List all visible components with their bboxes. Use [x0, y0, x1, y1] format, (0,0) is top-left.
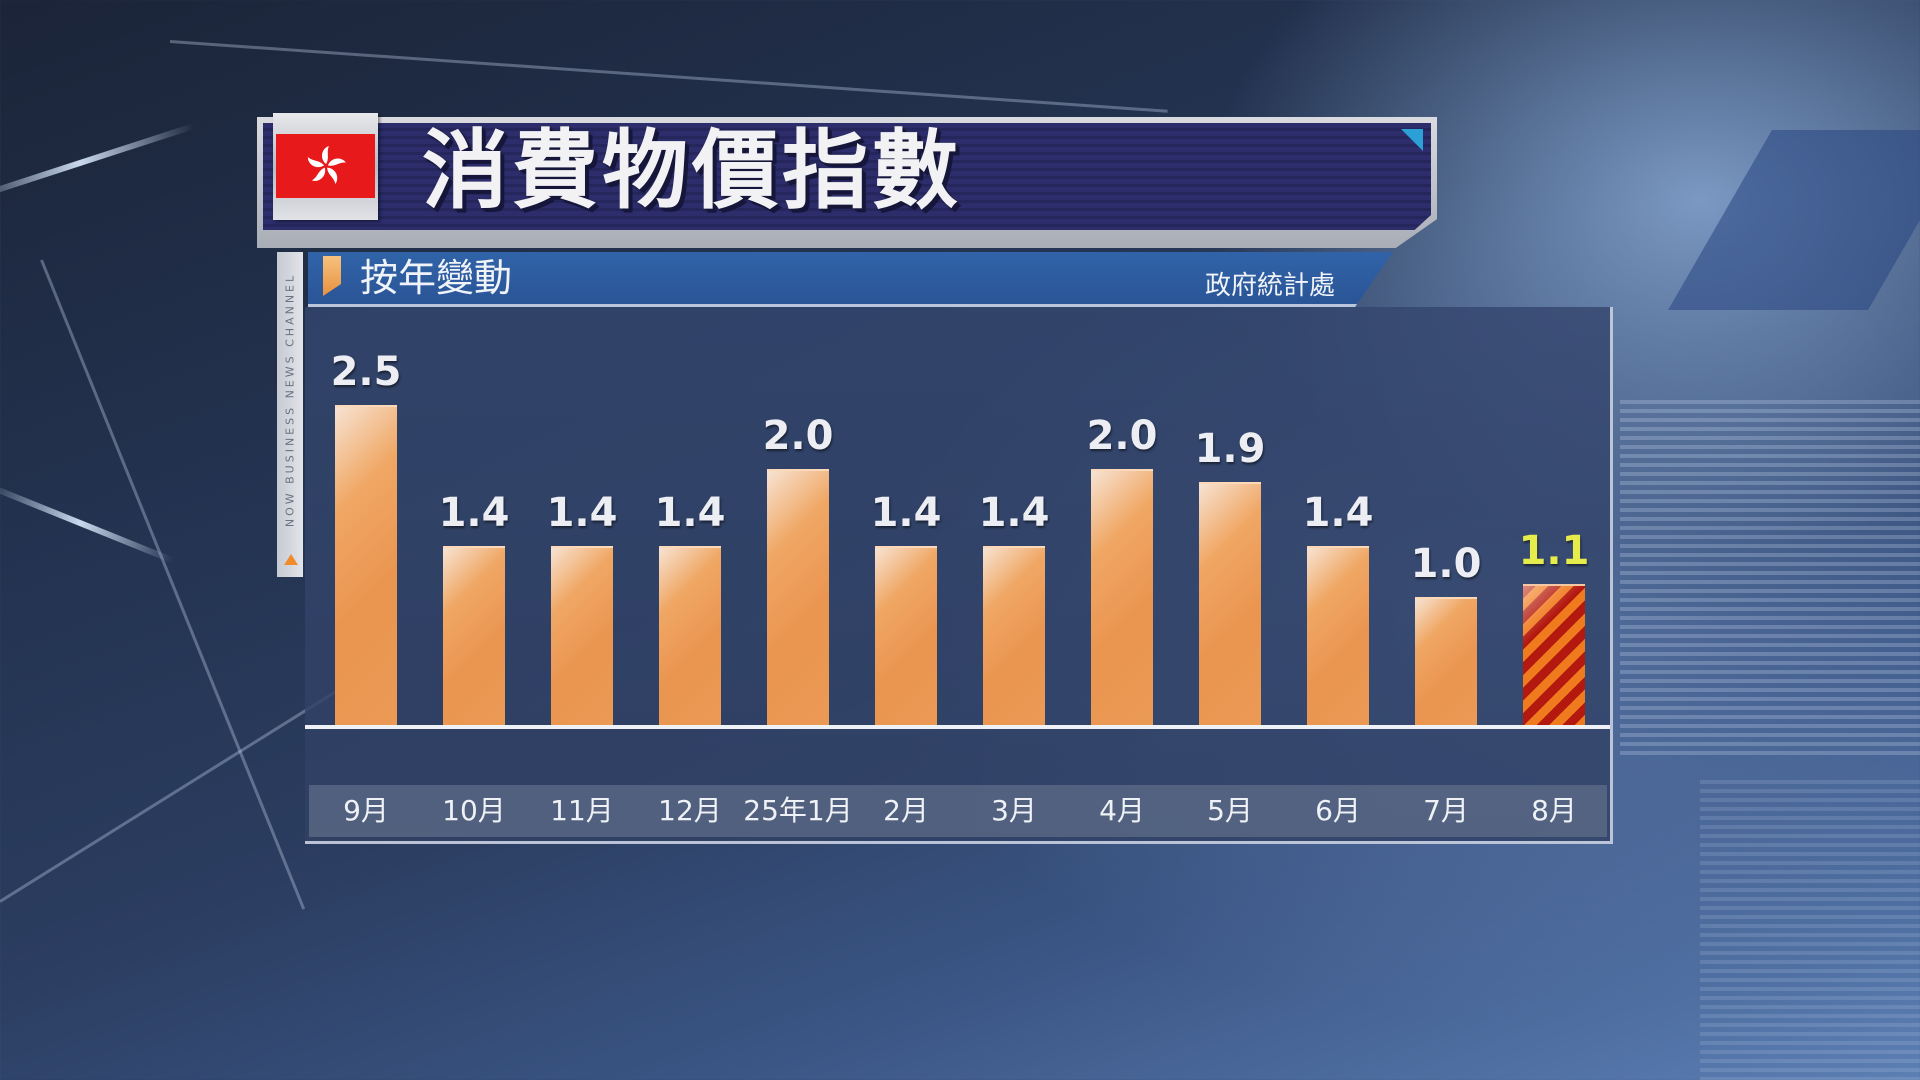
bar-value-label: 2.0: [762, 413, 834, 459]
x-axis-label: 2月: [883, 794, 929, 827]
bar-value-label: 1.4: [654, 490, 726, 536]
bar-value-label: 1.1: [1518, 528, 1590, 574]
x-axis-label: 8月: [1531, 794, 1577, 827]
bar-10月: [443, 546, 505, 727]
bar-value-label: 2.0: [1086, 413, 1158, 459]
bar-value-label: 1.0: [1410, 541, 1482, 587]
subtitle: 按年變動: [360, 256, 513, 300]
bauhinia-icon: [307, 146, 346, 184]
x-axis-label: 3月: [991, 794, 1037, 827]
bar-2月: [875, 546, 937, 727]
title-background: [263, 123, 1431, 230]
hong-kong-flag-icon: [276, 134, 375, 198]
bar-6月: [1307, 546, 1369, 727]
light-streak: [0, 482, 174, 564]
x-axis-label: 12月: [658, 794, 722, 827]
x-axis-label: 4月: [1099, 794, 1145, 827]
bar-4月: [1091, 469, 1153, 727]
data-source: 政府統計處: [1204, 271, 1335, 301]
bar-value-label: 1.4: [870, 490, 942, 536]
bar-12月: [659, 546, 721, 727]
x-axis-label: 11月: [550, 794, 614, 827]
bar-25年1月: [767, 469, 829, 727]
bar-value-label: 2.5: [330, 349, 402, 395]
bar-value-label: 1.4: [438, 490, 510, 536]
light-streak: [0, 123, 196, 203]
glass-line: [40, 259, 306, 910]
glass-line: [0, 677, 357, 903]
corner-triangle-icon: [1401, 129, 1423, 151]
x-axis-label: 6月: [1315, 794, 1361, 827]
bar-value-label: 1.4: [1302, 490, 1374, 536]
bar-3月: [983, 546, 1045, 727]
screen-panel: [1668, 130, 1920, 310]
page-title: 消費物價指數: [422, 121, 962, 221]
bar-9月: [335, 405, 397, 727]
subtitle-bar: 按年變動 政府統計處: [308, 252, 1393, 307]
channel-strip: NOW BUSINESS NEWS CHANNEL: [277, 252, 303, 577]
accent-marker-icon: [323, 256, 341, 296]
bar-7月: [1415, 597, 1477, 727]
x-axis-label: 5月: [1207, 794, 1253, 827]
x-axis-label: 9月: [343, 794, 389, 827]
channel-label: NOW BUSINESS NEWS CHANNEL: [283, 272, 297, 528]
triangle-logo-icon: [284, 554, 298, 565]
striped-panel: [1700, 780, 1920, 1080]
glass-line: [169, 40, 1168, 113]
bar-8月: [1523, 584, 1585, 727]
bar-11月: [551, 546, 613, 727]
x-axis-label: 10月: [442, 794, 506, 827]
chart-baseline: [305, 725, 1610, 729]
x-axis-strip: [309, 785, 1607, 837]
bar-value-label: 1.4: [546, 490, 618, 536]
striped-panel: [1620, 400, 1920, 760]
flag-frame: [273, 113, 378, 220]
bar-value-label: 1.4: [978, 490, 1050, 536]
bar-value-label: 1.9: [1194, 426, 1266, 472]
x-axis-label: 25年1月: [743, 794, 853, 827]
title-banner: 消費物價指數: [257, 113, 1437, 248]
x-axis-label: 7月: [1423, 794, 1469, 827]
bar-5月: [1199, 482, 1261, 727]
chart-panel: 2.5 1.4 1.4 1.4 2.0 1.4 1.4 2.0 1.9 1.4 1.0 1.1 9月 1…: [305, 307, 1613, 844]
